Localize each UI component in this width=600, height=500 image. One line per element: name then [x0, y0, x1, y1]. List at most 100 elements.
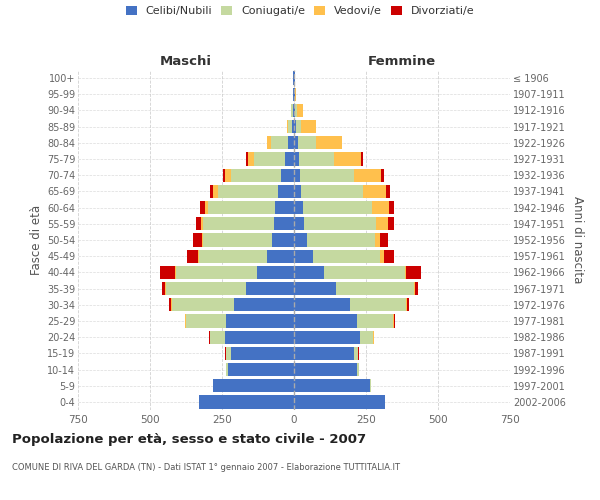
Bar: [363, 185, 386, 198]
Bar: [304, 217, 376, 230]
Bar: [299, 152, 334, 166]
Bar: [275, 201, 294, 214]
Bar: [247, 152, 248, 166]
Bar: [200, 201, 205, 214]
Bar: [271, 136, 288, 149]
Bar: [223, 168, 226, 182]
Bar: [350, 298, 406, 312]
Bar: [233, 298, 294, 312]
Bar: [301, 168, 353, 182]
Bar: [294, 330, 360, 344]
Bar: [226, 314, 294, 328]
Bar: [208, 201, 275, 214]
Bar: [294, 346, 355, 360]
Y-axis label: Fasce di età: Fasce di età: [29, 205, 43, 275]
Bar: [214, 379, 294, 392]
Bar: [294, 217, 304, 230]
Bar: [226, 363, 228, 376]
Bar: [294, 201, 302, 214]
Bar: [169, 298, 171, 312]
Bar: [228, 363, 294, 376]
Bar: [386, 185, 389, 198]
Bar: [301, 185, 363, 198]
Bar: [294, 396, 385, 408]
Bar: [334, 152, 361, 166]
Bar: [225, 330, 294, 344]
Bar: [160, 266, 175, 279]
Bar: [301, 120, 316, 134]
Bar: [292, 120, 294, 134]
Bar: [226, 346, 230, 360]
Bar: [291, 104, 293, 117]
Bar: [374, 234, 380, 246]
Bar: [336, 282, 413, 295]
Bar: [294, 136, 298, 149]
Bar: [211, 330, 225, 344]
Bar: [297, 104, 302, 117]
Bar: [293, 88, 294, 101]
Bar: [307, 234, 374, 246]
Bar: [415, 282, 418, 295]
Bar: [193, 234, 202, 246]
Bar: [353, 168, 381, 182]
Bar: [296, 120, 301, 134]
Bar: [406, 298, 407, 312]
Bar: [286, 152, 294, 166]
Bar: [186, 314, 226, 328]
Bar: [266, 136, 271, 149]
Bar: [294, 298, 350, 312]
Bar: [288, 120, 292, 134]
Bar: [199, 250, 266, 263]
Bar: [294, 250, 313, 263]
Bar: [394, 314, 395, 328]
Bar: [214, 185, 218, 198]
Bar: [198, 250, 199, 263]
Bar: [407, 298, 409, 312]
Bar: [361, 152, 364, 166]
Bar: [358, 314, 394, 328]
Bar: [358, 363, 359, 376]
Bar: [230, 346, 294, 360]
Bar: [281, 168, 294, 182]
Bar: [294, 266, 324, 279]
Bar: [176, 266, 257, 279]
Bar: [201, 217, 203, 230]
Bar: [230, 168, 281, 182]
Bar: [287, 120, 288, 134]
Bar: [376, 217, 388, 230]
Bar: [226, 168, 230, 182]
Bar: [196, 217, 201, 230]
Bar: [254, 152, 286, 166]
Bar: [294, 379, 370, 392]
Bar: [288, 136, 294, 149]
Bar: [203, 234, 272, 246]
Bar: [316, 136, 341, 149]
Bar: [172, 298, 233, 312]
Bar: [295, 104, 297, 117]
Y-axis label: Anni di nascita: Anni di nascita: [571, 196, 584, 284]
Bar: [294, 104, 295, 117]
Bar: [294, 185, 301, 198]
Bar: [272, 234, 294, 246]
Bar: [406, 266, 421, 279]
Bar: [248, 152, 254, 166]
Text: Maschi: Maschi: [160, 54, 212, 68]
Bar: [163, 282, 165, 295]
Bar: [294, 314, 358, 328]
Bar: [294, 234, 307, 246]
Text: Femmine: Femmine: [368, 54, 436, 68]
Bar: [355, 346, 358, 360]
Bar: [166, 282, 247, 295]
Bar: [247, 282, 294, 295]
Bar: [302, 201, 372, 214]
Text: Popolazione per età, sesso e stato civile - 2007: Popolazione per età, sesso e stato civil…: [12, 432, 366, 446]
Bar: [372, 201, 389, 214]
Bar: [211, 185, 214, 198]
Bar: [313, 250, 380, 263]
Bar: [380, 234, 388, 246]
Bar: [294, 168, 301, 182]
Bar: [298, 136, 316, 149]
Bar: [205, 201, 208, 214]
Bar: [413, 282, 415, 295]
Bar: [218, 185, 278, 198]
